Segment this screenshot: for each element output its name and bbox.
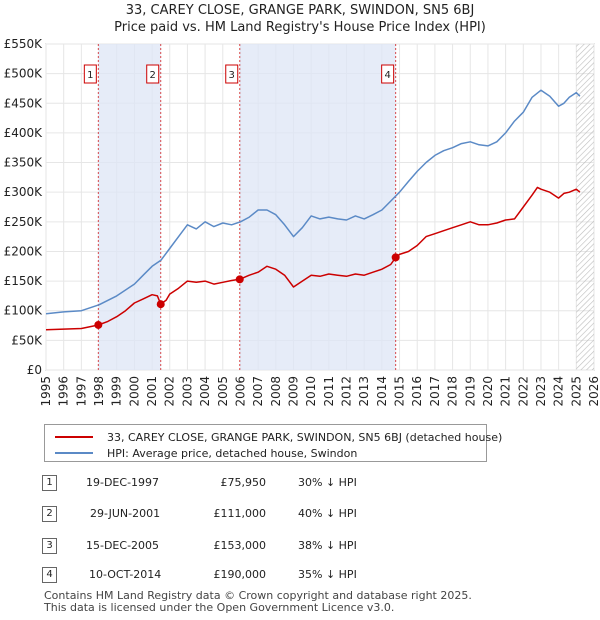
x-tick-label: 2025 (569, 376, 583, 407)
sale-row: 4 10-OCT-2014 £190,000 35% ↓ HPI (0, 567, 600, 587)
x-tick-label: 1999 (110, 376, 124, 407)
y-tick-label: £500K (4, 67, 44, 81)
x-tick-label: 2008 (269, 376, 283, 407)
x-tick-label: 2001 (145, 376, 159, 407)
y-tick-label: £200K (4, 244, 44, 258)
x-tick-label: 2012 (340, 376, 354, 407)
sale-hpi-diff: 40% ↓ HPI (298, 507, 357, 520)
x-tick-label: 2006 (233, 376, 247, 407)
sale-point-marker (235, 275, 244, 284)
chart-subtitle: Price paid vs. HM Land Registry's House … (114, 20, 486, 35)
x-tick-label: 2011 (322, 376, 336, 407)
footer-copyright: Contains HM Land Registry data © Crown c… (44, 589, 472, 602)
forecast-hatch (576, 44, 594, 370)
x-tick-label: 2019 (463, 376, 477, 407)
hpi-line (45, 89, 581, 315)
sale-date: 10-OCT-2014 (89, 568, 162, 581)
sale-date: 15-DEC-2005 (86, 539, 160, 552)
sale-price: £75,950 (220, 476, 267, 489)
sale-label-number: 4 (384, 70, 390, 81)
y-tick-label: £300K (4, 185, 44, 199)
x-tick-label: 2002 (163, 376, 177, 407)
sale-point-marker (156, 300, 165, 309)
legend-item-hpi: HPI: Average price, detached house, Swin… (55, 445, 357, 461)
property-price-line (45, 186, 581, 331)
price-chart: 33, CAREY CLOSE, GRANGE PARK, SWINDON, S… (4, 3, 600, 407)
legend-swatch-property (55, 436, 93, 438)
x-tick-label: 2021 (499, 376, 513, 407)
sale-point-marker (94, 320, 103, 329)
x-tick-label: 2015 (393, 376, 407, 407)
sale-number: 4 (42, 567, 57, 583)
sale-label-box (146, 64, 160, 84)
y-tick-label: £0 (27, 363, 42, 377)
y-tick-label: £400K (4, 126, 44, 140)
x-tick-label: 1997 (74, 376, 88, 407)
x-tick-label: 2013 (357, 376, 371, 407)
y-tick-label: £50K (11, 333, 43, 347)
x-tick-label: 2003 (180, 376, 194, 407)
x-tick-label: 2017 (428, 376, 442, 407)
sale-row: 1 19-DEC-1997 £75,950 30% ↓ HPI (0, 475, 600, 495)
x-tick-label: 2026 (587, 376, 600, 407)
sale-point-marker (391, 253, 400, 262)
sale-price: £190,000 (213, 568, 267, 581)
x-tick-label: 2005 (216, 376, 230, 407)
x-tick-label: 1998 (92, 376, 106, 407)
y-tick-label: £450K (4, 96, 44, 110)
sale-label-box (83, 64, 97, 84)
x-tick-label: 1996 (57, 376, 71, 407)
x-tick-label: 1995 (39, 376, 53, 407)
ownership-shade (98, 44, 161, 370)
legend-item-property: 33, CAREY CLOSE, GRANGE PARK, SWINDON, S… (55, 429, 502, 445)
x-tick-label: 2000 (127, 376, 141, 407)
ownership-shade (239, 44, 396, 370)
sale-label-box (381, 64, 395, 84)
footer: Contains HM Land Registry data © Crown c… (44, 590, 472, 614)
legend-label-hpi: HPI: Average price, detached house, Swin… (107, 446, 358, 460)
x-tick-label: 2024 (552, 376, 566, 407)
sale-number: 1 (42, 475, 57, 491)
legend-label-property: 33, CAREY CLOSE, GRANGE PARK, SWINDON, S… (107, 430, 503, 444)
sale-label-number: 1 (87, 70, 93, 81)
y-tick-label: £250K (4, 215, 44, 229)
sale-date: 29-JUN-2001 (90, 507, 161, 520)
y-tick-label: £350K (4, 156, 44, 170)
legend: 33, CAREY CLOSE, GRANGE PARK, SWINDON, S… (44, 424, 502, 462)
sale-hpi-diff: 30% ↓ HPI (298, 476, 357, 489)
sale-label-number: 3 (229, 70, 235, 81)
x-tick-label: 2010 (304, 376, 318, 407)
x-tick-label: 2020 (481, 376, 495, 407)
x-tick-label: 2023 (534, 376, 548, 407)
x-tick-label: 2004 (198, 376, 212, 407)
sale-hpi-diff: 35% ↓ HPI (298, 568, 357, 581)
y-tick-label: £550K (4, 37, 44, 51)
legend-swatch-hpi (55, 452, 93, 454)
sale-price: £111,000 (213, 507, 267, 520)
y-tick-label: £100K (4, 304, 44, 318)
sale-label-number: 2 (150, 70, 156, 81)
sale-row: 2 29-JUN-2001 £111,000 40% ↓ HPI (0, 506, 600, 526)
sale-date: 19-DEC-1997 (86, 476, 160, 489)
footer-licence: This data is licensed under the Open Gov… (44, 601, 395, 614)
x-tick-label: 2016 (410, 376, 424, 407)
sale-row: 3 15-DEC-2005 £153,000 38% ↓ HPI (0, 538, 600, 558)
x-tick-label: 2022 (516, 376, 530, 407)
sale-hpi-diff: 38% ↓ HPI (298, 539, 357, 552)
sale-number: 2 (42, 506, 57, 522)
y-tick-label: £150K (4, 274, 44, 288)
sale-number: 3 (42, 538, 57, 554)
sale-label-box (225, 64, 239, 84)
sale-price: £153,000 (213, 539, 267, 552)
x-tick-label: 2009 (286, 376, 300, 407)
x-tick-label: 2014 (375, 376, 389, 407)
chart-title: 33, CAREY CLOSE, GRANGE PARK, SWINDON, S… (126, 3, 475, 18)
x-tick-label: 2007 (251, 376, 265, 407)
x-tick-label: 2018 (446, 376, 460, 407)
